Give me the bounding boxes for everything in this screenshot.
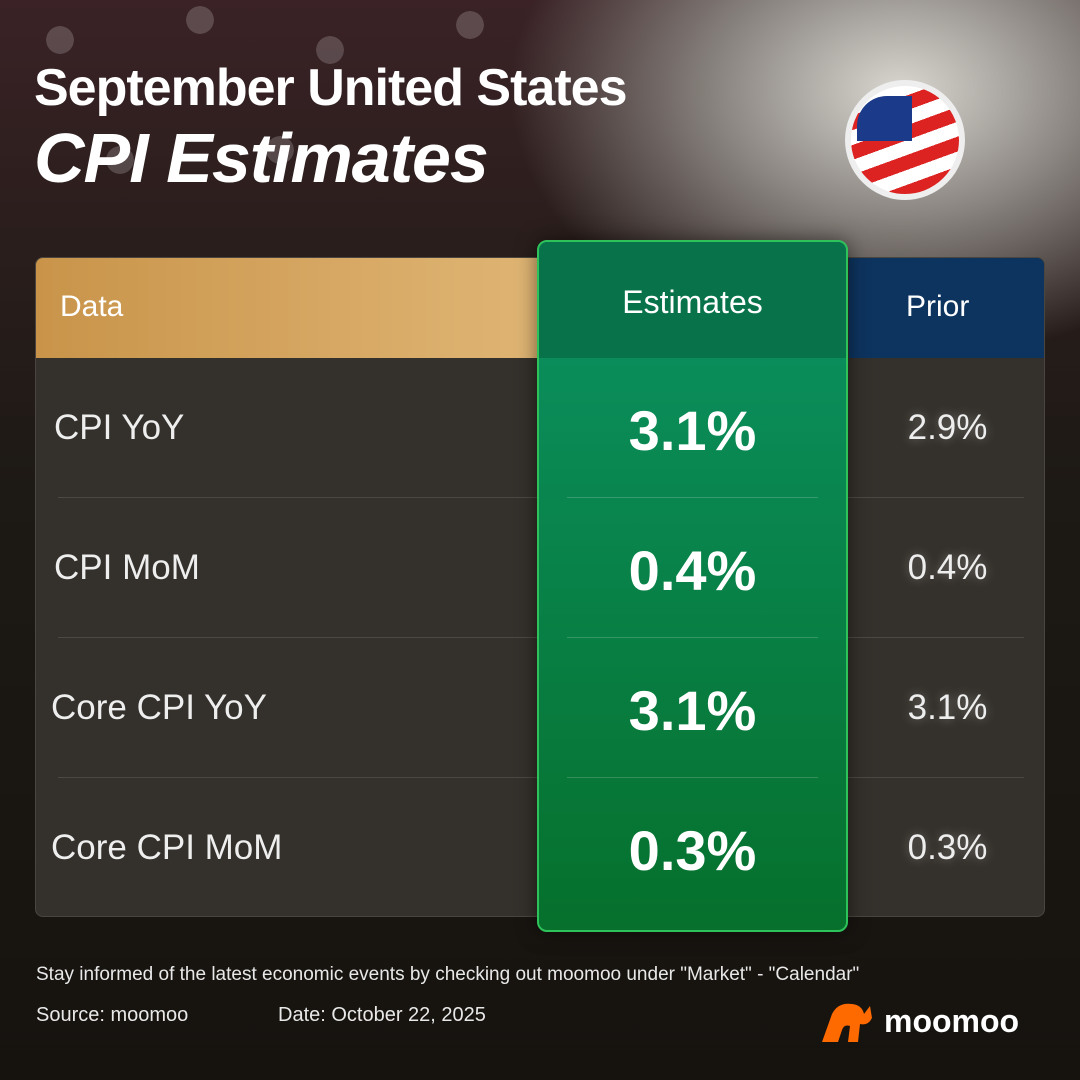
header-prior-label: Prior bbox=[906, 290, 970, 323]
estimate-value: 3.1% bbox=[628, 679, 757, 742]
estimate-cell: 0.3% bbox=[539, 778, 846, 918]
estimate-cell: 3.1% bbox=[539, 358, 846, 498]
flag-stars-decoration bbox=[0, 0, 700, 240]
title-line-2: CPI Estimates bbox=[34, 119, 489, 197]
brand-name: moomoo bbox=[884, 1002, 1020, 1039]
estimate-value: 0.4% bbox=[628, 539, 757, 602]
estimate-value: 3.1% bbox=[628, 399, 757, 462]
estimate-cell: 3.1% bbox=[539, 638, 846, 778]
footer-date: Date: October 22, 2025 bbox=[278, 1004, 486, 1026]
footer-note: Stay informed of the latest economic eve… bbox=[36, 964, 860, 985]
header-data: Data bbox=[36, 258, 538, 358]
shopping-illustration bbox=[600, 20, 1070, 250]
estimates-column: Estimates 3.1% 0.4% 3.1% 0.3% bbox=[537, 240, 848, 932]
header-estimates: Estimates bbox=[539, 242, 846, 358]
row-label: CPI YoY bbox=[54, 408, 185, 447]
table-row: Core CPI MoM 0.3% bbox=[36, 778, 1044, 916]
us-flag-icon bbox=[845, 80, 965, 200]
row-label: Core CPI YoY bbox=[51, 688, 267, 727]
estimate-value: 0.3% bbox=[628, 819, 757, 882]
header-prior: Prior bbox=[849, 258, 1044, 358]
prior-value: 0.3% bbox=[907, 828, 988, 867]
title-line-1: September United States bbox=[34, 59, 627, 117]
footer-source: Source: moomoo bbox=[36, 1004, 189, 1026]
moomoo-logo: moomoo bbox=[818, 1000, 1019, 1042]
header-data-label: Data bbox=[60, 290, 124, 323]
moomoo-bull-icon bbox=[822, 1003, 872, 1042]
estimate-cell: 0.4% bbox=[539, 498, 846, 638]
row-label: Core CPI MoM bbox=[51, 828, 283, 867]
prior-value: 3.1% bbox=[907, 688, 988, 727]
row-label: CPI MoM bbox=[54, 548, 200, 587]
prior-value: 2.9% bbox=[907, 408, 988, 447]
prior-value: 0.4% bbox=[907, 548, 988, 587]
